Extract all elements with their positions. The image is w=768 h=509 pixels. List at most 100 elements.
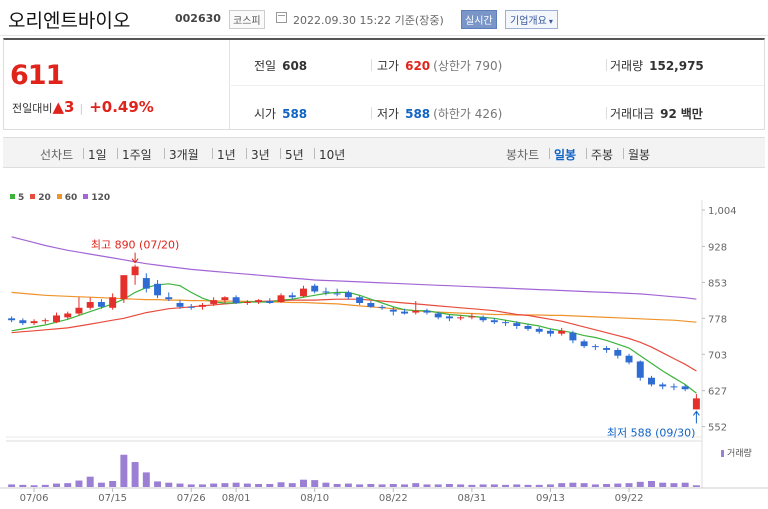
divider	[586, 148, 587, 159]
candle-body	[300, 288, 307, 297]
candle-body	[423, 310, 431, 313]
tab-5year[interactable]: 5년	[285, 148, 304, 162]
volume-bar	[41, 484, 49, 487]
current-price: 611	[10, 60, 64, 91]
x-tick-label: 08/22	[379, 493, 408, 504]
lower-limit: (하한가 426)	[433, 107, 503, 121]
tab-1week[interactable]: 1주일	[122, 148, 152, 162]
y-tick-label: 853	[708, 278, 727, 289]
legend-swatch	[56, 194, 62, 199]
candle-body	[546, 330, 554, 334]
volume-bar	[524, 484, 532, 487]
volume-bar	[479, 484, 487, 487]
candle-body	[659, 384, 667, 387]
candle-body	[277, 295, 285, 303]
volume-bar	[53, 483, 60, 487]
divider	[212, 148, 213, 159]
volume-swatch	[721, 450, 724, 457]
change-percent: +0.49%	[89, 98, 154, 116]
volume-bar	[154, 481, 162, 487]
volume-bar	[659, 482, 667, 487]
triangle-up-icon: ▲	[52, 98, 65, 116]
volume-bar	[558, 483, 566, 487]
high-arrow-icon	[131, 252, 139, 264]
company-info-dropdown[interactable]: 기업개요 ▾	[505, 10, 558, 29]
candle-body	[154, 283, 162, 296]
x-tick-label: 09/22	[615, 493, 644, 504]
candle-body	[187, 306, 195, 308]
candle-body	[412, 310, 420, 313]
candle-body	[378, 306, 386, 308]
candle-body	[468, 316, 476, 318]
volume-label: 거래량	[610, 59, 644, 73]
tab-weekly[interactable]: 주봉	[591, 148, 614, 162]
divider	[549, 148, 550, 159]
volume-bar	[625, 483, 633, 487]
candle-body	[445, 316, 453, 319]
candle-body	[41, 320, 49, 322]
candle-body	[8, 318, 16, 321]
candle-body	[558, 330, 566, 334]
candle-body	[648, 377, 655, 385]
low-label: 저가	[377, 107, 400, 121]
volume-bar	[434, 484, 442, 487]
chart-period-tabs: 선차트 1일 1주일 3개월 1년 3년 5년 10년 봉차트 일봉 주봉 월봉	[3, 137, 765, 168]
tab-daily[interactable]: 일봉	[554, 148, 577, 162]
candle-body	[603, 348, 611, 350]
tab-1day[interactable]: 1일	[88, 148, 107, 162]
volume-bar	[86, 476, 94, 487]
candle-body	[356, 297, 364, 303]
open-cell: 시가 588	[254, 105, 307, 122]
tab-1year[interactable]: 1년	[217, 148, 236, 162]
volume-bar	[131, 462, 139, 487]
volume-bar	[266, 483, 274, 487]
y-tick-label: 627	[708, 387, 727, 398]
volume-bar	[490, 484, 498, 487]
volume-bar	[378, 484, 386, 487]
volume-bar	[412, 483, 420, 487]
quote-timestamp: 2022.09.30 15:22 기준(장중)	[293, 14, 444, 27]
tab-3year[interactable]: 3년	[251, 148, 270, 162]
volume-bar	[232, 482, 240, 487]
volume-bar	[591, 484, 599, 487]
candle-body	[53, 315, 60, 323]
candle-body	[109, 297, 117, 308]
legend-item-ma60: 60	[56, 193, 77, 203]
candle-body	[322, 291, 330, 293]
tab-monthly[interactable]: 월봉	[628, 148, 651, 162]
company-info-label: 기업개요	[510, 16, 547, 27]
tab-10year[interactable]: 10년	[319, 148, 346, 162]
line-chart-label: 선차트	[40, 148, 74, 162]
x-tick-label: 07/15	[98, 493, 127, 504]
tab-3month[interactable]: 3개월	[169, 148, 199, 162]
legend-label: 20	[38, 193, 51, 203]
prev-close-label: 전일	[254, 59, 277, 73]
divider	[164, 148, 165, 159]
candle-body	[30, 321, 38, 324]
candle-body	[165, 297, 173, 300]
open-value: 588	[282, 107, 308, 121]
x-tick-label: 08/10	[300, 493, 329, 504]
volume-bar	[210, 483, 218, 487]
candle-body	[64, 313, 72, 318]
volume-bar	[546, 484, 554, 487]
open-label: 시가	[254, 107, 277, 121]
realtime-button[interactable]: 실시간	[461, 10, 497, 29]
divider	[623, 148, 624, 159]
volume-bar	[468, 484, 476, 487]
volume-bar	[648, 480, 655, 487]
legend-label: 120	[91, 193, 111, 203]
volume-cell: 거래량 152,975	[610, 57, 704, 74]
divider	[371, 107, 372, 119]
candle-body	[97, 302, 105, 307]
volume-bar	[8, 484, 16, 487]
volume-bar	[64, 483, 72, 487]
volume-bar	[423, 484, 431, 487]
volume-bar	[670, 483, 678, 487]
prev-close-value: 608	[282, 59, 308, 73]
y-tick-label: 703	[708, 350, 727, 361]
divider: |	[79, 102, 84, 115]
candle-chart-label: 봉차트	[506, 148, 540, 162]
candle-body	[19, 320, 27, 324]
legend-swatch	[30, 194, 36, 199]
